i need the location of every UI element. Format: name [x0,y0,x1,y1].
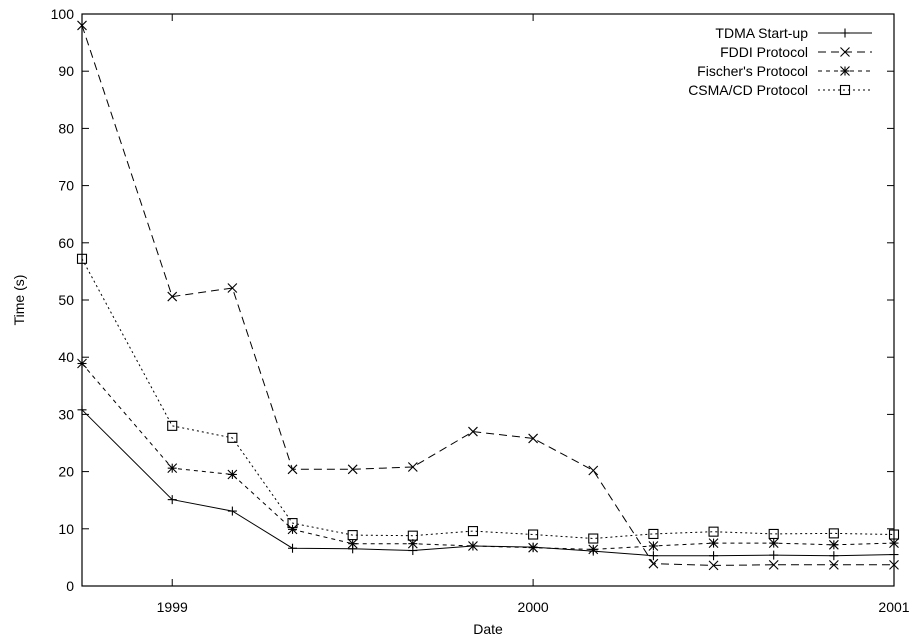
y-tick-label: 30 [58,406,74,422]
legend-label: CSMA/CD Protocol [688,82,808,98]
data-point-cross [347,464,358,475]
x-tick-label: 2001 [878,599,909,615]
data-point-plus [227,506,237,516]
y-tick-label: 90 [58,63,74,79]
data-point-square [828,528,839,539]
data-point-plus [829,551,839,561]
data-point-star [468,541,478,551]
data-point-cross [828,559,839,570]
data-point-plus [889,550,899,560]
data-point-cross [768,559,779,570]
series-line [81,258,895,540]
data-point-square [407,530,418,541]
x-tick-label: 1999 [157,599,188,615]
data-point-square [467,526,479,537]
data-point-square [648,528,659,539]
data-point-square [347,530,358,541]
series-group [76,20,900,571]
x-axis-label: Date [473,621,503,637]
data-point-cross [889,559,899,570]
data-point-square [708,526,719,537]
y-axis-label: Time (s) [11,275,27,326]
data-point-star [287,524,298,535]
data-point-plus [77,405,87,415]
data-point-cross [528,433,538,444]
data-point-square [839,84,851,96]
data-point-cross [77,20,87,31]
y-tick-label: 70 [58,178,74,194]
data-point-star [828,539,839,550]
data-point-square [167,420,178,431]
axes: 0 10 20 30 40 50 60 70 80 90 100 1999 2000 2001 [51,6,910,615]
data-point-cross [840,47,850,57]
data-point-square [287,518,298,529]
data-point-star [347,538,358,549]
data-point-star [708,538,719,548]
data-point-square [768,528,779,539]
legend-label: Fischer's Protocol [697,63,808,79]
data-point-plus [648,551,658,561]
data-point-plus [167,495,177,505]
series-4 [76,253,900,544]
data-point-star [588,544,599,555]
legend-item: TDMA Start-up [715,25,872,41]
y-tick-label: 0 [66,578,74,594]
data-point-star [528,542,538,553]
legend-item: Fischer's Protocol [697,63,872,79]
y-tick-label: 50 [58,292,74,308]
data-point-star [840,66,850,76]
data-point-star [768,538,779,548]
data-point-square [76,253,88,264]
data-point-cross [588,465,599,476]
data-point-square [227,432,238,443]
data-point-cross [407,462,418,472]
data-point-star [648,541,659,551]
y-tick-label: 40 [58,349,74,365]
data-point-star [167,463,178,474]
legend: TDMA Start-up FDDI Protocol Fischer's Prot… [688,25,872,98]
series-line [81,363,895,550]
legend-label: FDDI Protocol [720,44,808,60]
data-point-cross [468,426,478,437]
data-point-plus [709,551,719,561]
y-tick-label: 100 [51,6,75,22]
data-point-plus [288,543,298,553]
data-point-cross [708,560,719,571]
data-point-plus [769,550,779,560]
y-tick-label: 10 [58,521,74,537]
data-point-star [889,538,899,548]
legend-item: CSMA/CD Protocol [688,82,872,98]
legend-item: FDDI Protocol [720,44,872,60]
y-tick-label: 20 [58,464,74,480]
data-point-square [528,529,539,540]
series-line [81,409,895,557]
plot-frame [81,13,895,587]
data-point-cross [227,283,238,293]
data-point-star [77,358,87,369]
x-tick-label: 2000 [518,599,549,615]
data-point-square [588,533,599,544]
series-line [81,25,894,566]
data-point-plus [840,28,850,38]
data-point-square [888,529,900,540]
data-point-cross [287,464,298,475]
data-point-cross [167,291,178,302]
data-point-star [227,469,238,480]
legend-label: TDMA Start-up [715,25,808,41]
data-point-cross [648,558,659,569]
series-1 [77,405,899,561]
y-tick-label: 80 [58,120,74,136]
y-tick-label: 60 [58,235,74,251]
series-2 [77,20,899,571]
series-3 [77,358,899,555]
